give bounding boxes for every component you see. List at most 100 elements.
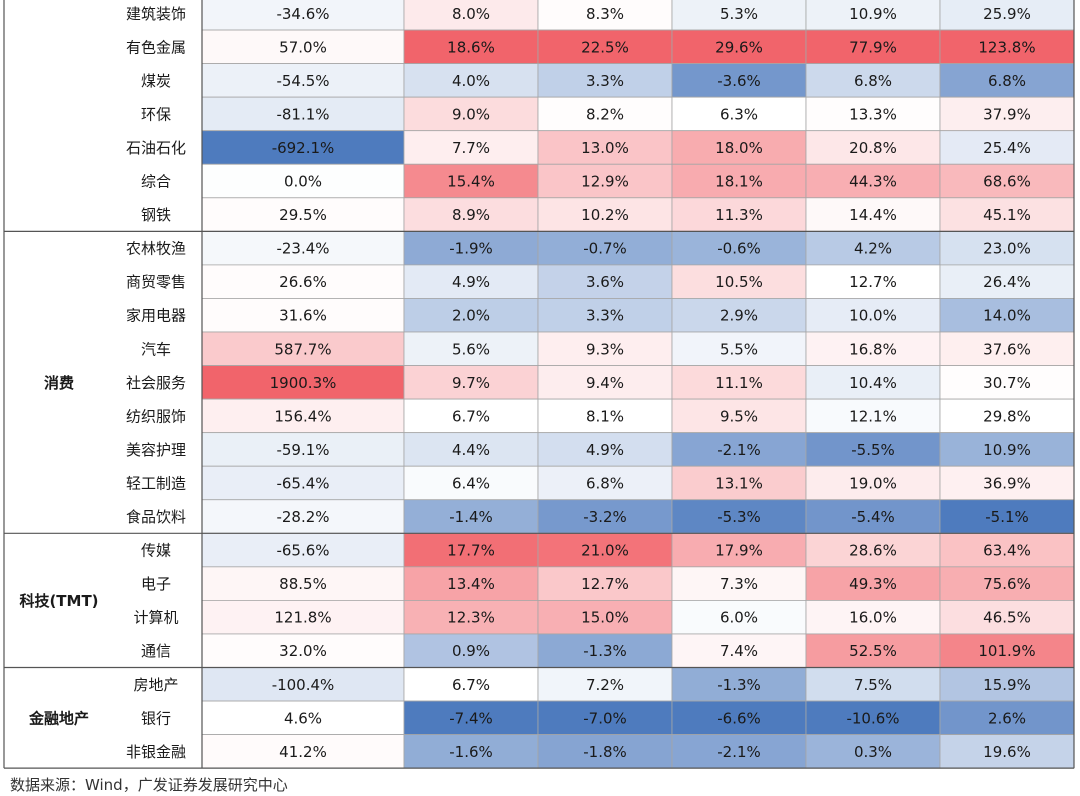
cell-value: 6.8% <box>988 72 1026 90</box>
heatmap-cell <box>537 734 673 769</box>
cell-value: 13.1% <box>715 474 763 492</box>
heatmap-cell <box>403 63 539 98</box>
heatmap-cell <box>939 0 1075 31</box>
heatmap-cell <box>939 633 1075 668</box>
cell-value: 9.3% <box>586 340 624 358</box>
heatmap-cell <box>805 499 941 534</box>
cell-value: 121.8% <box>274 609 331 627</box>
cell-value: 19.0% <box>849 474 897 492</box>
heatmap-cell <box>671 331 807 366</box>
heatmap-cell <box>671 365 807 400</box>
cell-value: 14.4% <box>849 206 897 224</box>
heatmap-cell <box>939 600 1075 635</box>
cell-value: 0.9% <box>452 642 490 660</box>
cell-value: 6.0% <box>720 609 758 627</box>
heatmap-cell <box>939 264 1075 299</box>
cell-value: 7.7% <box>452 139 490 157</box>
heatmap-cell <box>537 465 673 501</box>
heatmap-cell <box>537 432 673 467</box>
cell-value: -5.5% <box>851 441 895 459</box>
heatmap-cell <box>671 163 807 199</box>
cell-value: 7.4% <box>720 642 758 660</box>
heatmap-cell <box>805 432 941 467</box>
heatmap-cell <box>403 432 539 467</box>
cell-value: 9.7% <box>452 374 490 392</box>
industry-label: 通信 <box>141 642 171 660</box>
heatmap-cell <box>537 130 673 165</box>
cell-value: 6.8% <box>586 474 624 492</box>
cell-value: 18.0% <box>715 139 763 157</box>
cell-value: 17.7% <box>447 542 495 560</box>
cell-value: 4.9% <box>452 273 490 291</box>
cell-value: 10.0% <box>849 307 897 325</box>
heatmap-cell <box>403 499 539 534</box>
cell-value: 2.9% <box>720 307 758 325</box>
cell-value: 25.4% <box>983 139 1031 157</box>
heatmap-cell <box>671 63 807 98</box>
cell-value: -65.4% <box>276 474 329 492</box>
heatmap-cell <box>939 667 1075 702</box>
cell-value: 4.2% <box>854 240 892 258</box>
heatmap-cell <box>201 331 405 366</box>
industry-label: 煤炭 <box>141 72 171 90</box>
cell-value: 26.6% <box>279 273 327 291</box>
cell-value: -3.2% <box>583 508 627 526</box>
cell-value: 7.2% <box>586 676 624 694</box>
cell-value: -28.2% <box>276 508 329 526</box>
cell-value: 36.9% <box>983 474 1031 492</box>
heatmap-cell <box>403 734 539 769</box>
cell-value: 5.6% <box>452 340 490 358</box>
cell-value: -5.1% <box>985 508 1029 526</box>
cell-value: 6.8% <box>854 72 892 90</box>
group-label: 科技(TMT) <box>19 592 98 610</box>
cell-value: 3.6% <box>586 273 624 291</box>
heatmap-cell <box>939 163 1075 199</box>
heatmap-cell <box>403 700 539 735</box>
heatmap-cell <box>403 29 539 64</box>
industry-label: 轻工制造 <box>126 474 186 492</box>
cell-value: 25.9% <box>983 5 1031 23</box>
cell-value: 10.2% <box>581 206 629 224</box>
heatmap-cell <box>537 230 673 266</box>
heatmap-cell <box>403 298 539 333</box>
cell-value: 12.9% <box>581 173 629 191</box>
heatmap-cell <box>939 298 1075 333</box>
cell-value: 101.9% <box>978 642 1035 660</box>
heatmap-cell <box>939 365 1075 400</box>
industry-label: 石油石化 <box>126 139 186 157</box>
cell-value: 8.1% <box>586 407 624 425</box>
heatmap-cell <box>201 633 405 668</box>
cell-value: 11.3% <box>715 206 763 224</box>
cell-value: -1.4% <box>449 508 493 526</box>
cell-value: 6.7% <box>452 407 490 425</box>
cell-value: 2.6% <box>988 709 1026 727</box>
heatmap-cell <box>537 63 673 98</box>
cell-value: -59.1% <box>276 441 329 459</box>
heatmap-cell <box>403 96 539 132</box>
cell-value: -23.4% <box>276 240 329 258</box>
cell-value: -1.9% <box>449 240 493 258</box>
cell-value: 21.0% <box>581 542 629 560</box>
cell-value: 29.6% <box>715 38 763 56</box>
heatmap-cell <box>939 465 1075 501</box>
heatmap-cell <box>537 667 673 702</box>
heatmap-cell <box>201 63 405 98</box>
cell-value: 75.6% <box>983 575 1031 593</box>
heatmap-cell <box>939 398 1075 434</box>
heatmap-cell <box>201 264 405 299</box>
heatmap-cell <box>537 600 673 635</box>
cell-value: 15.9% <box>983 676 1031 694</box>
heatmap-cell <box>403 465 539 501</box>
heatmap-cell <box>537 700 673 735</box>
cell-value: 18.6% <box>447 38 495 56</box>
heatmap-cell <box>201 532 405 568</box>
industry-label: 食品饮料 <box>126 508 186 526</box>
industry-label: 电子 <box>141 575 171 593</box>
heatmap-cell <box>671 230 807 266</box>
cell-value: 52.5% <box>849 642 897 660</box>
heatmap-cell <box>805 0 941 31</box>
heatmap-cell <box>939 331 1075 366</box>
heatmap-cell <box>671 197 807 232</box>
heatmap-cell <box>201 130 405 165</box>
cell-value: 37.9% <box>983 105 1031 123</box>
